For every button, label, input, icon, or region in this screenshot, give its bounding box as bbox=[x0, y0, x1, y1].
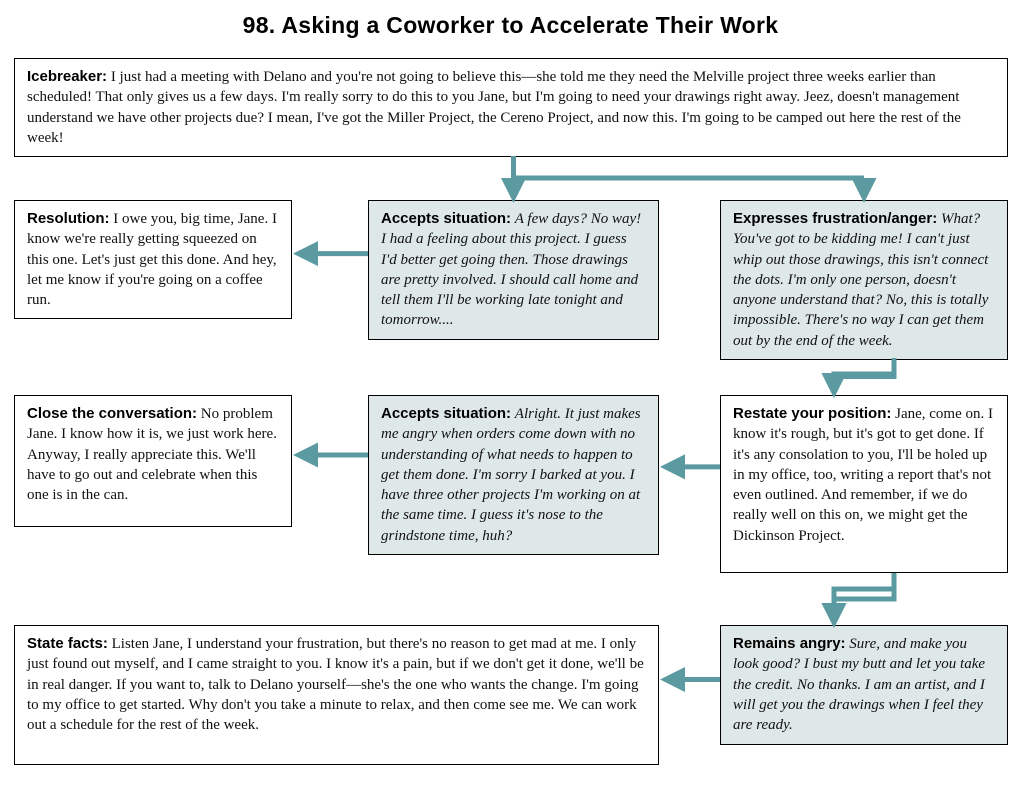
arrow-frustration-to-restate bbox=[834, 358, 894, 389]
node-label: Icebreaker: bbox=[27, 68, 107, 85]
arrow-restate-to-remains bbox=[834, 573, 894, 619]
node-accepts-2: Accepts situation: Alright. It just make… bbox=[368, 395, 659, 555]
node-text: Alright. It just makes me angry when ord… bbox=[381, 406, 641, 544]
node-label: State facts: bbox=[27, 635, 108, 652]
node-statefacts: State facts: Listen Jane, I understand y… bbox=[14, 625, 659, 765]
node-text: Listen Jane, I understand your frustrati… bbox=[27, 636, 644, 733]
node-text: A few days? No way! I had a feeling abou… bbox=[381, 211, 641, 328]
node-close: Close the conversation: No problem Jane.… bbox=[14, 395, 292, 527]
arrow-frust-to-restate bbox=[834, 358, 894, 389]
node-text: What? You've got to be kidding me! I can… bbox=[733, 211, 988, 349]
node-label: Close the conversation: bbox=[27, 405, 197, 422]
node-resolution: Resolution: I owe you, big time, Jane. I… bbox=[14, 200, 292, 319]
node-accepts-1: Accepts situation: A few days? No way! I… bbox=[368, 200, 659, 340]
node-text: I just had a meeting with Delano and you… bbox=[27, 69, 961, 146]
page-title: 98. Asking a Coworker to Accelerate Thei… bbox=[0, 0, 1021, 49]
node-text: Jane, come on. I know it's rough, but it… bbox=[733, 406, 993, 544]
node-icebreaker: Icebreaker: I just had a meeting with De… bbox=[14, 58, 1008, 157]
node-restate: Restate your position: Jane, come on. I … bbox=[720, 395, 1008, 573]
arrow-restate-to-remains bbox=[834, 573, 894, 619]
node-label: Accepts situation: bbox=[381, 405, 511, 422]
node-frustration: Expresses frustration/anger: What? You'v… bbox=[720, 200, 1008, 360]
node-remains-angry: Remains angry: Sure, and make you look g… bbox=[720, 625, 1008, 745]
node-label: Resolution: bbox=[27, 210, 110, 227]
node-label: Expresses frustration/anger: bbox=[733, 210, 937, 227]
node-label: Accepts situation: bbox=[381, 210, 511, 227]
node-label: Remains angry: bbox=[733, 635, 846, 652]
node-label: Restate your position: bbox=[733, 405, 891, 422]
